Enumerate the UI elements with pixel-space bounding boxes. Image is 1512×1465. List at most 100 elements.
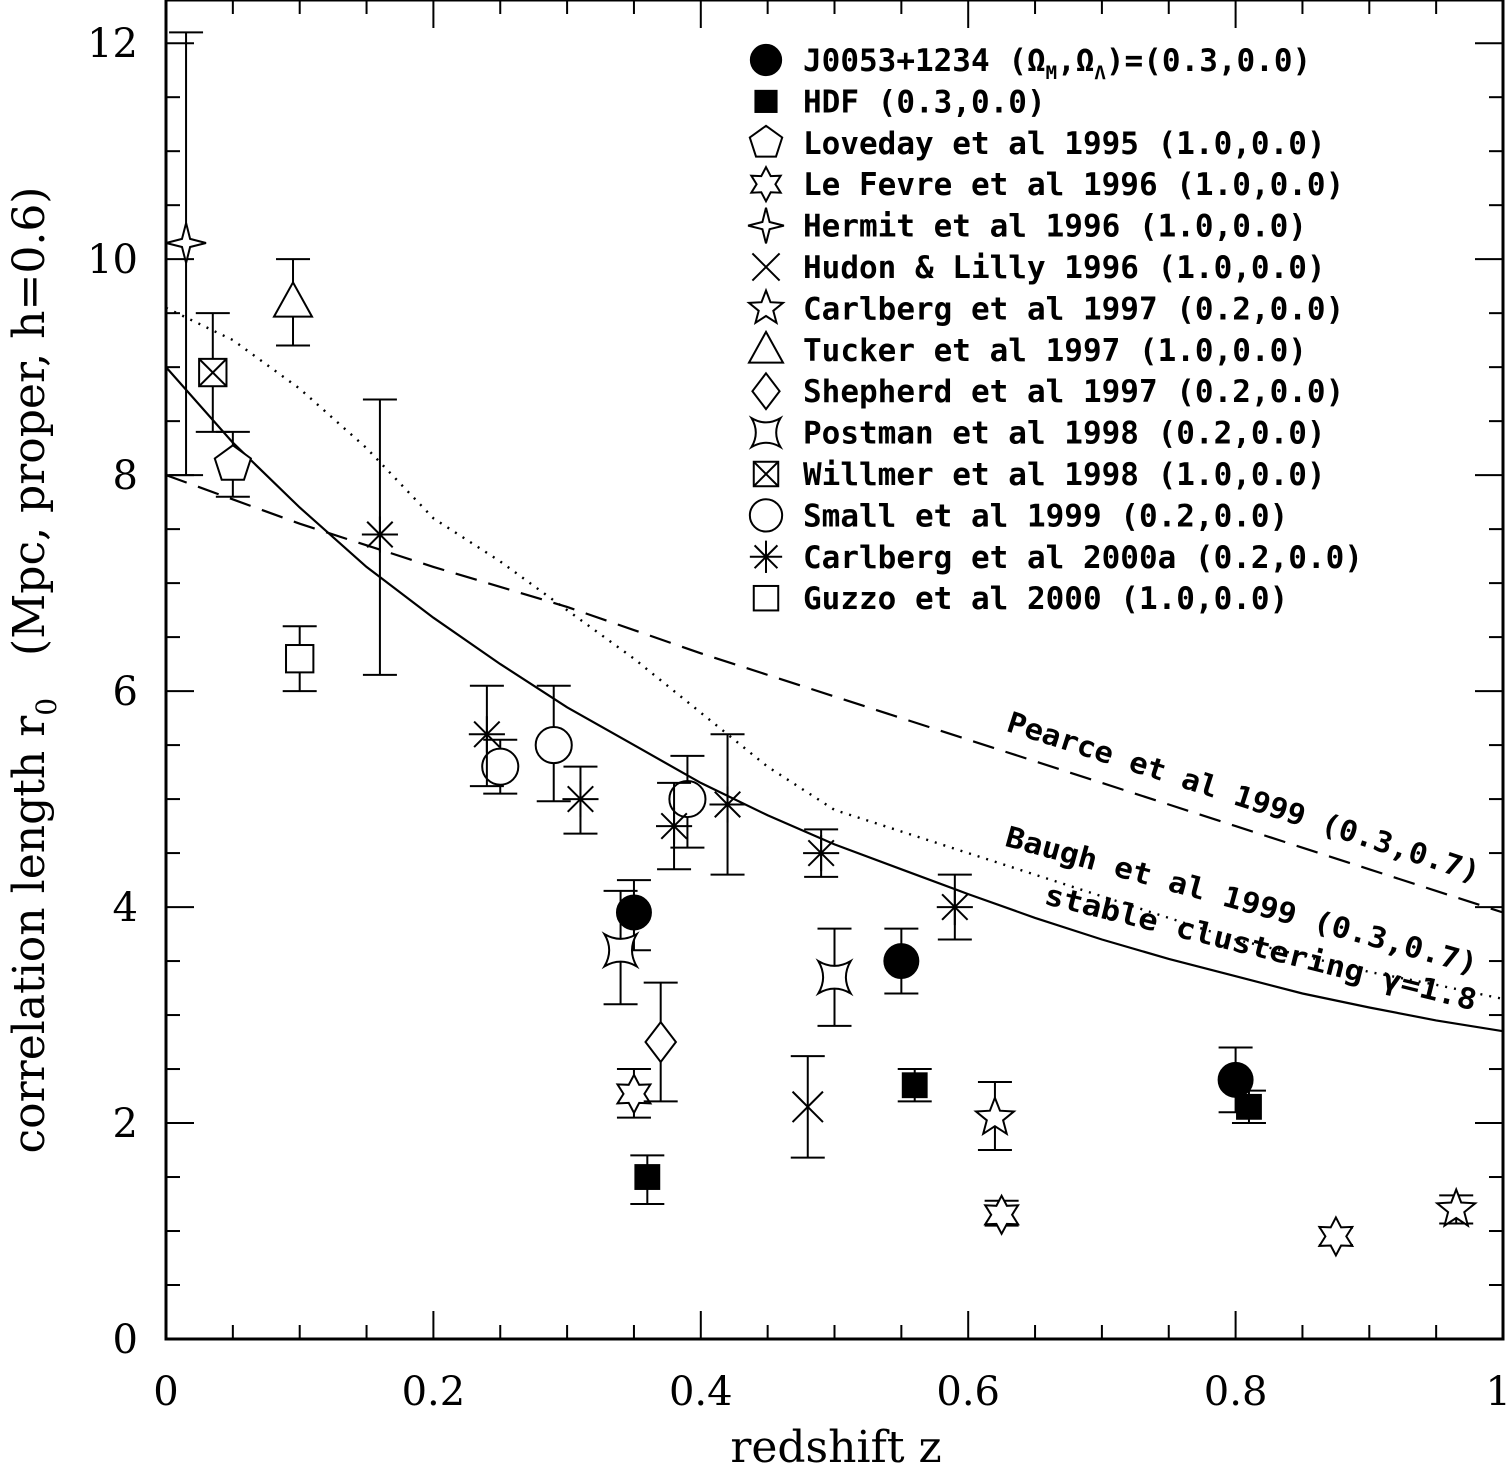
- legend-label: Guzzo et al 2000 (1.0,0.0): [803, 581, 1288, 617]
- point-carlberg-et-al-2000a: [361, 398, 398, 676]
- point-carlberg-et-al-2000a: [936, 873, 973, 941]
- y-tick-label: 4: [113, 885, 138, 931]
- x-tick-label: 0.2: [402, 1369, 466, 1415]
- point-hermit-et-al-1996: [165, 31, 207, 477]
- legend-label: Hudon & Lilly 1996 (1.0,0.0): [803, 250, 1326, 286]
- legend-item-shepherd-et-al-1997: Shepherd et al 1997 (0.2,0.0): [751, 371, 1344, 411]
- point-postman-et-al-1998: [815, 927, 854, 1027]
- point-carlberg-et-al-1997: [973, 1080, 1017, 1152]
- data-points: [165, 31, 1478, 1258]
- x-tick-label: 0.6: [936, 1369, 1000, 1415]
- x-tick-label: 0.4: [669, 1369, 733, 1415]
- point-small-et-al-1999: [534, 684, 573, 803]
- point-willmer-et-al-1998: [195, 312, 230, 433]
- x-axis-title: redshift z: [730, 1422, 941, 1465]
- legend-marker: [752, 460, 780, 488]
- legend-item-guzzo-et-al-2000: Guzzo et al 2000 (1.0,0.0): [752, 581, 1288, 617]
- legend-marker: [749, 165, 783, 204]
- legend-item-hudon-lilly-1996: Hudon & Lilly 1996 (1.0,0.0): [751, 250, 1326, 286]
- y-axis-title: correlation length r0 (Mpc, proper, h=0.…: [4, 187, 63, 1154]
- y-axis-title-subscript: 0: [30, 698, 63, 716]
- legend-marker: [749, 43, 783, 77]
- legend-label: Shepherd et al 1997 (0.2,0.0): [803, 374, 1344, 410]
- point-shepherd-et-al-1997: [643, 981, 678, 1103]
- point-carlberg-et-al-2000a: [656, 781, 693, 871]
- axis-ticks: [165, 0, 1504, 1340]
- legend-marker: [752, 584, 780, 612]
- y-tick-label: 6: [113, 669, 138, 715]
- y-tick-label: 10: [87, 237, 138, 283]
- curve-stable-clustering: [166, 366, 1503, 1033]
- point-guzzo-et-al-2000: [282, 625, 317, 693]
- point-carlberg-et-al-1997: [1434, 1186, 1478, 1228]
- point-small-et-al-1999: [668, 754, 707, 849]
- point-hudon-lilly-1996: [790, 1055, 825, 1159]
- legend-label: Postman et al 1998 (0.2,0.0): [803, 416, 1326, 452]
- y-axis-title-units: (Mpc, proper, h=0.6): [4, 187, 55, 656]
- legend-label: Hermit et al 1996 (1.0,0.0): [803, 209, 1307, 245]
- legend-label: Willmer et al 1998 (1.0,0.0): [803, 457, 1326, 493]
- point-le-fevre-et-al-1996: [1317, 1215, 1355, 1258]
- point-tucker-et-al-1997: [272, 258, 314, 347]
- legend: J0053+1234 (ΩM,ΩΛ)=(0.3,0.0)HDF (0.3,0.0…: [746, 43, 1363, 617]
- point-hdf: [897, 1068, 932, 1103]
- legend-item-j0053-1234: J0053+1234 (ΩM,ΩΛ)=(0.3,0.0): [749, 43, 1311, 84]
- legend-item-carlberg-et-al-1997: Carlberg et al 1997 (0.2,0.0): [746, 287, 1344, 327]
- legend-item-le-fevre-et-al-1996: Le Fevre et al 1996 (1.0,0.0): [749, 165, 1344, 204]
- legend-label: Carlberg et al 2000a (0.2,0.0): [803, 540, 1363, 576]
- point-hdf: [1231, 1089, 1266, 1125]
- legend-marker: [748, 498, 784, 533]
- legend-label: Small et al 1999 (0.2,0.0): [803, 498, 1288, 534]
- y-tick-label: 8: [113, 453, 138, 499]
- point-le-fevre-et-al-1996: [615, 1068, 653, 1119]
- legend-marker: [751, 252, 781, 282]
- legend-label: Le Fevre et al 1996 (1.0,0.0): [803, 167, 1344, 203]
- legend-item-hdf: HDF (0.3,0.0): [754, 84, 1046, 120]
- point-carlberg-et-al-2000a: [468, 684, 505, 788]
- svg-text:correlation length r0 (Mpc: correlation length r0 (Mpc, proper, h=0.…: [4, 187, 63, 1154]
- point-hdf: [630, 1154, 665, 1206]
- legend-marker: [749, 540, 783, 573]
- legend-label: Carlberg et al 1997 (0.2,0.0): [803, 291, 1344, 327]
- legend-marker: [746, 287, 786, 326]
- legend-item-small-et-al-1999: Small et al 1999 (0.2,0.0): [748, 498, 1288, 534]
- point-small-et-al-1999: [481, 738, 520, 795]
- legend-label: Loveday et al 1995 (1.0,0.0): [803, 126, 1326, 162]
- curve-baugh-et-al-1999: [166, 306, 1503, 1001]
- point-j0053-1234: [1217, 1046, 1254, 1114]
- legend-item-willmer-et-al-1998: Willmer et al 1998 (1.0,0.0): [752, 457, 1326, 493]
- x-tick-label: 1: [1486, 1369, 1511, 1415]
- x-tick-label: 0: [153, 1369, 178, 1415]
- point-carlberg-et-al-2000a: [709, 733, 746, 876]
- point-postman-et-al-1998: [601, 889, 640, 1006]
- legend-item-loveday-et-al-1995: Loveday et al 1995 (1.0,0.0): [748, 124, 1326, 162]
- legend-label: Tucker et al 1997 (1.0,0.0): [803, 333, 1307, 369]
- curve-labels: Pearce et al 1999 (0.3,0.7)Baugh et al 1…: [1002, 705, 1485, 1017]
- y-tick-label: 0: [113, 1317, 138, 1363]
- legend-marker: [748, 415, 784, 450]
- legend-item-postman-et-al-1998: Postman et al 1998 (0.2,0.0): [748, 415, 1326, 452]
- legend-item-carlberg-et-al-2000a: Carlberg et al 2000a (0.2,0.0): [749, 540, 1363, 576]
- legend-label: J0053+1234 (ΩM,ΩΛ)=(0.3,0.0): [803, 43, 1311, 84]
- point-carlberg-et-al-2000a: [562, 765, 599, 835]
- y-axis-title-main: correlation length r: [4, 715, 55, 1154]
- legend-item-hermit-et-al-1996: Hermit et al 1996 (1.0,0.0): [747, 207, 1307, 245]
- y-tick-label: 2: [113, 1101, 138, 1147]
- legend-marker: [747, 207, 785, 244]
- legend-label: HDF (0.3,0.0): [803, 84, 1046, 120]
- point-j0053-1234: [883, 927, 920, 995]
- point-loveday-et-al-1995: [213, 430, 253, 498]
- legend-marker: [751, 371, 781, 411]
- legend-marker: [748, 124, 784, 158]
- model-curves: [166, 306, 1503, 1033]
- point-le-fevre-et-al-1996: [983, 1193, 1020, 1236]
- curve-pearce-et-al-1999: [166, 474, 1503, 914]
- x-tick-label: 0.8: [1204, 1369, 1268, 1415]
- y-tick-label: 12: [87, 21, 138, 67]
- legend-marker: [754, 89, 778, 113]
- legend-item-tucker-et-al-1997: Tucker et al 1997 (1.0,0.0): [747, 329, 1307, 369]
- point-carlberg-et-al-2000a: [803, 828, 840, 878]
- legend-marker: [747, 329, 785, 364]
